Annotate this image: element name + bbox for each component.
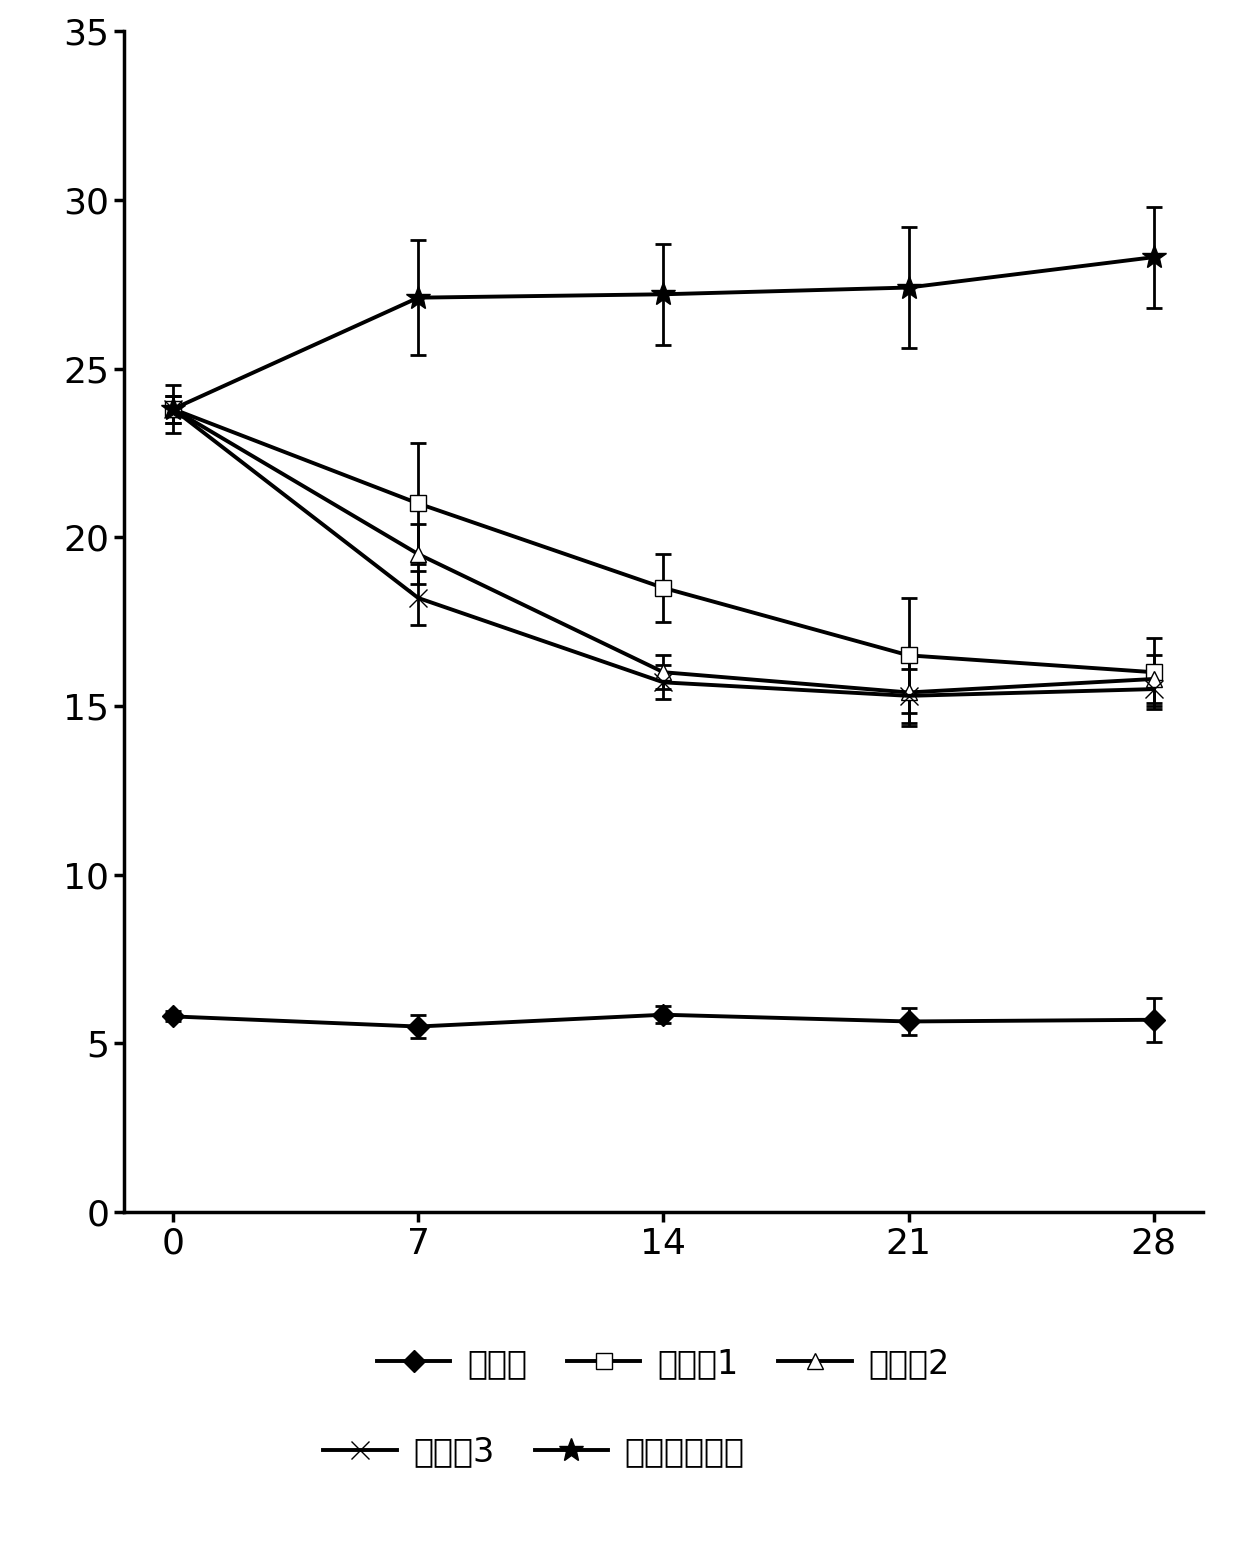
Legend: 实施例3, 高血糖对照组: 实施例3, 高血糖对照组: [324, 1436, 744, 1469]
